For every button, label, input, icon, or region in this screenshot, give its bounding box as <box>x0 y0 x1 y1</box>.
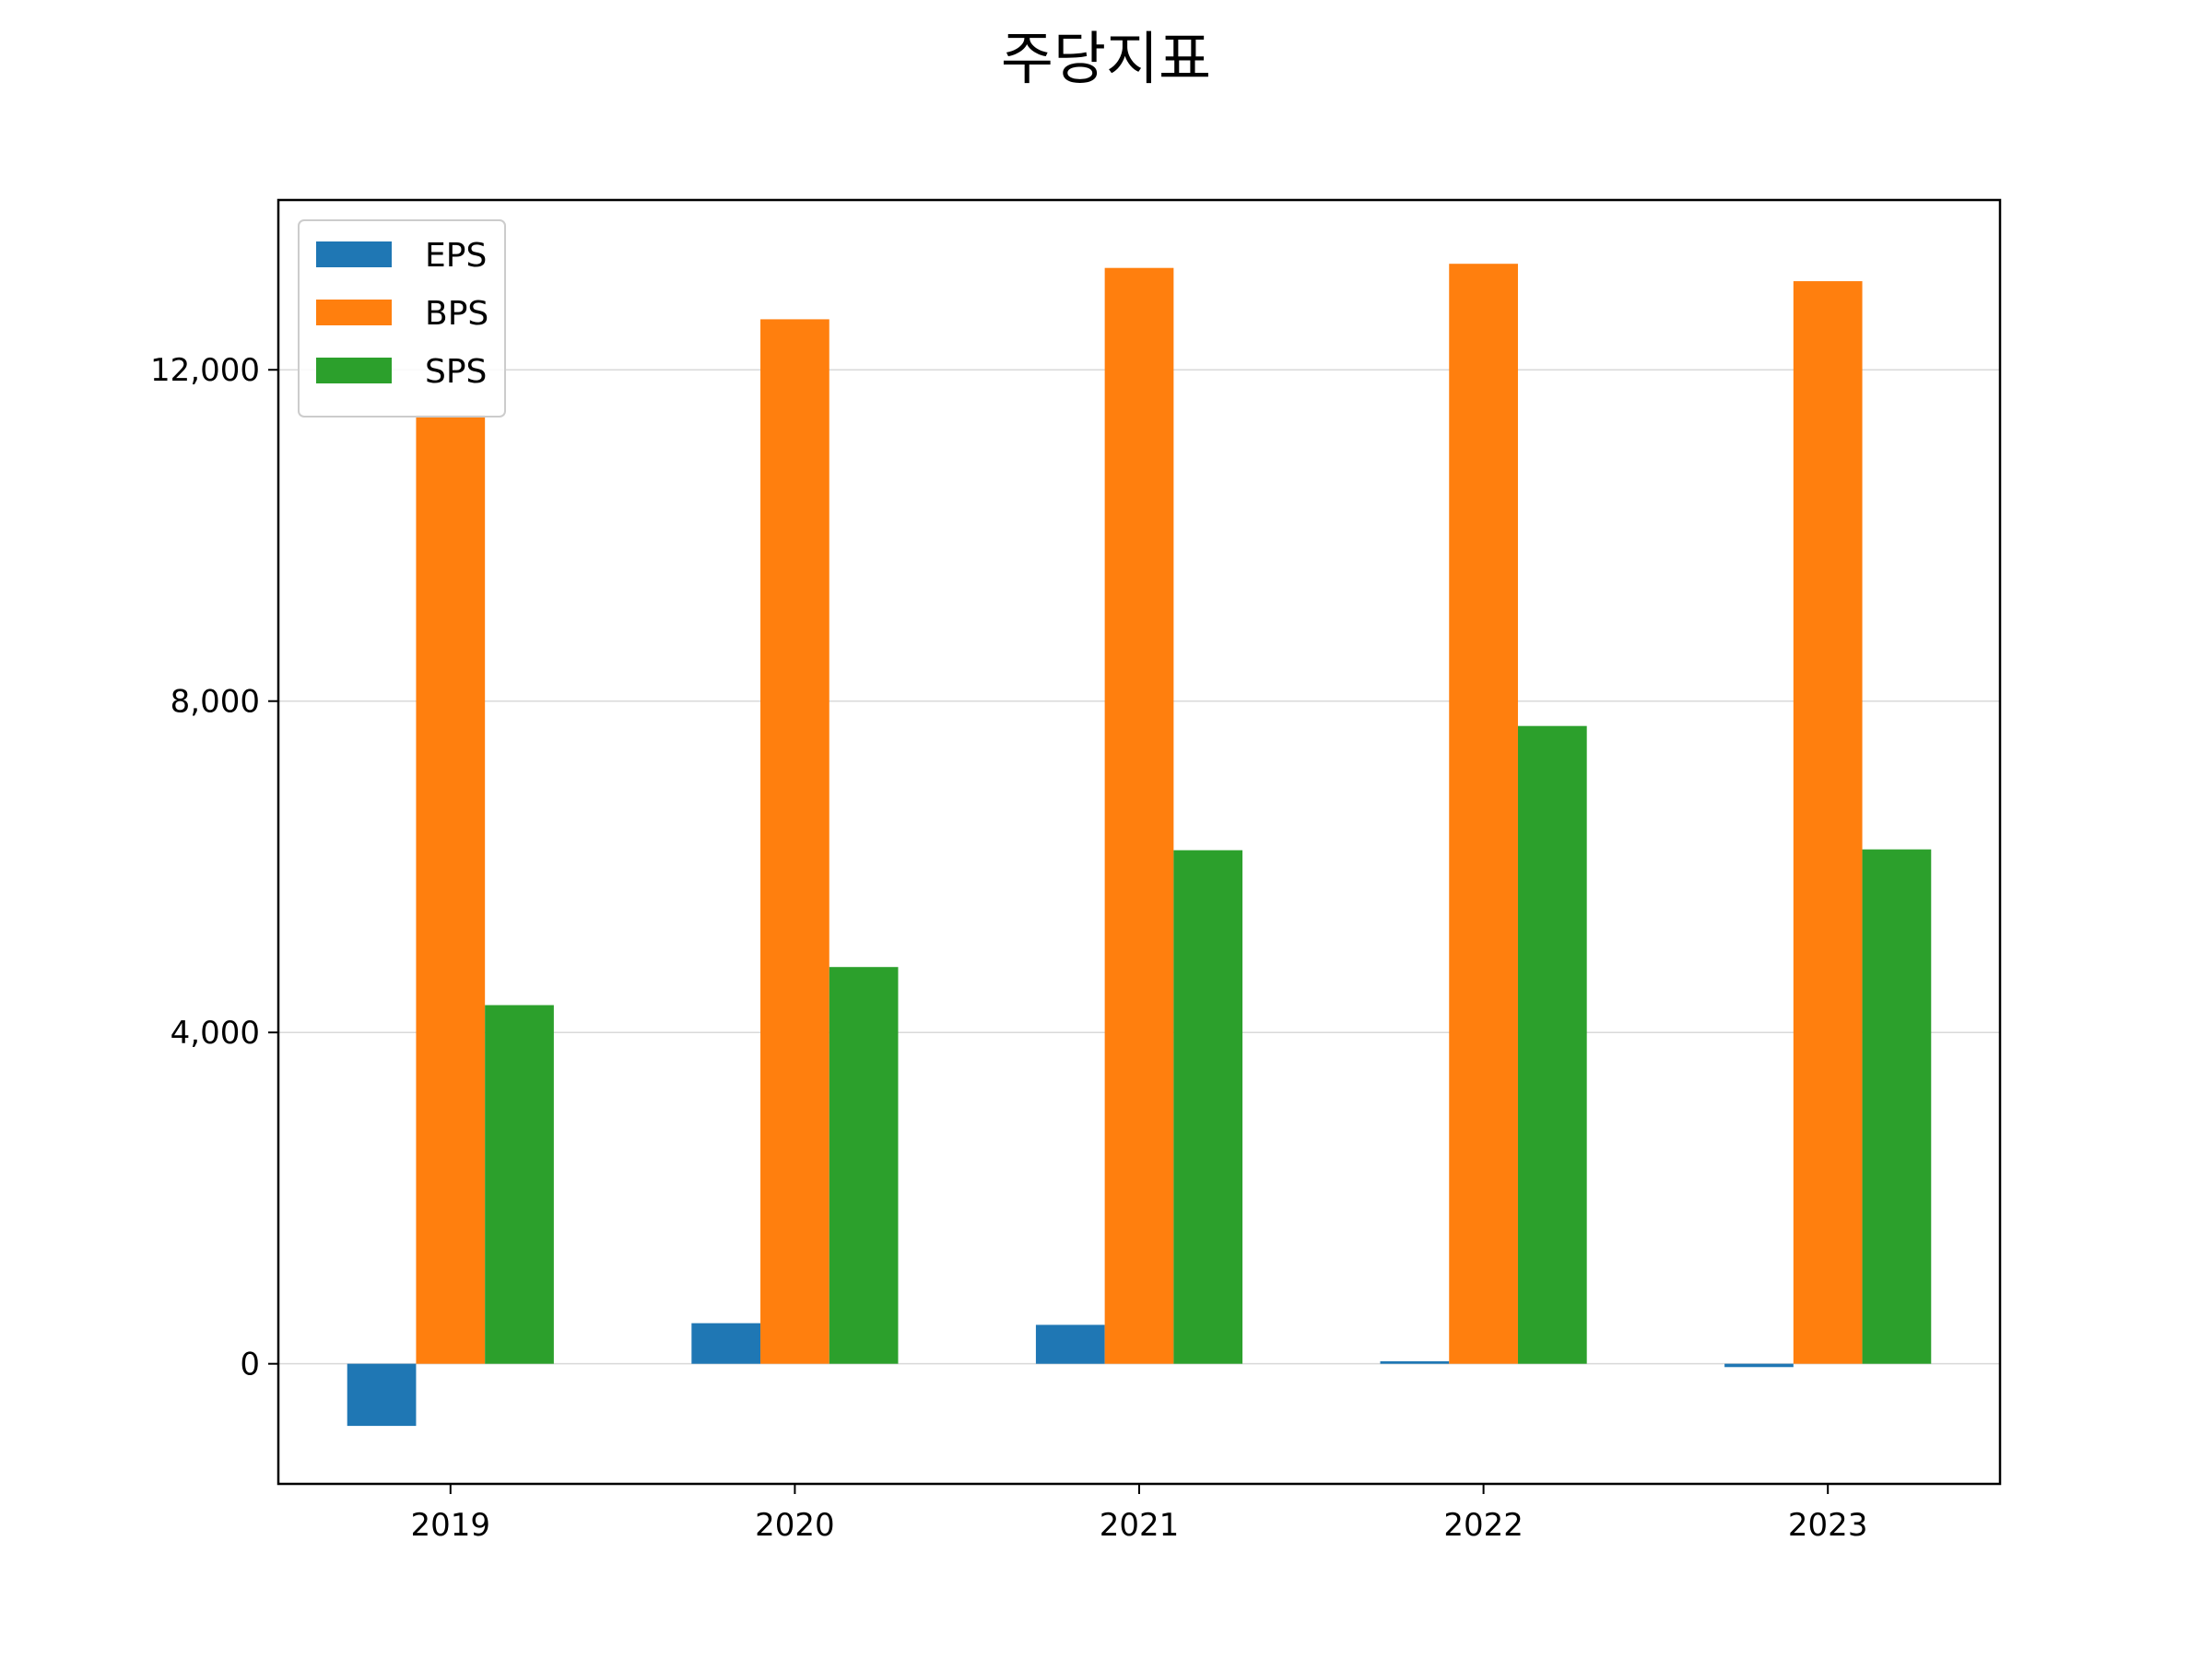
legend-label-eps: EPS <box>425 237 487 275</box>
bars <box>347 264 1932 1427</box>
bar-bps-2023 <box>1793 281 1863 1364</box>
bar-eps-2019 <box>347 1363 417 1427</box>
y-tick-label: 4,000 <box>171 1015 260 1052</box>
bar-eps-2022 <box>1380 1360 1450 1364</box>
x-tick-label: 2023 <box>1788 1507 1868 1544</box>
legend-swatch-bps <box>316 300 392 325</box>
bar-sps-2019 <box>485 1005 554 1364</box>
y-tick-label: 8,000 <box>171 684 260 721</box>
bar-sps-2021 <box>1173 850 1243 1364</box>
axes: 0 4,000 8,000 12,000 2019 2020 2021 2022 2023 <box>150 352 1867 1544</box>
bar-bps-2022 <box>1449 264 1518 1364</box>
legend-label-sps: SPS <box>425 353 487 391</box>
legend-swatch-sps <box>316 358 392 383</box>
y-tick-label: 12,000 <box>150 352 260 389</box>
bar-bps-2019 <box>416 415 486 1364</box>
chart-title: 주당지표 <box>1001 25 1211 92</box>
bar-sps-2020 <box>829 967 899 1364</box>
legend: EPS BPS SPS <box>298 219 506 418</box>
y-tick-label: 0 <box>240 1347 260 1383</box>
bar-bps-2021 <box>1104 267 1174 1364</box>
legend-swatch-eps <box>316 241 392 267</box>
legend-label-bps: BPS <box>425 295 488 333</box>
x-tick-label: 2019 <box>411 1507 491 1544</box>
bar-eps-2020 <box>691 1323 761 1364</box>
bar-sps-2022 <box>1517 725 1587 1364</box>
bar-bps-2020 <box>760 319 830 1364</box>
x-tick-label: 2022 <box>1443 1507 1524 1544</box>
x-tick-label: 2021 <box>1100 1507 1180 1544</box>
bar-eps-2023 <box>1724 1363 1794 1368</box>
bar-eps-2021 <box>1035 1324 1105 1364</box>
x-tick-label: 2020 <box>755 1507 835 1544</box>
bar-sps-2023 <box>1862 849 1932 1364</box>
